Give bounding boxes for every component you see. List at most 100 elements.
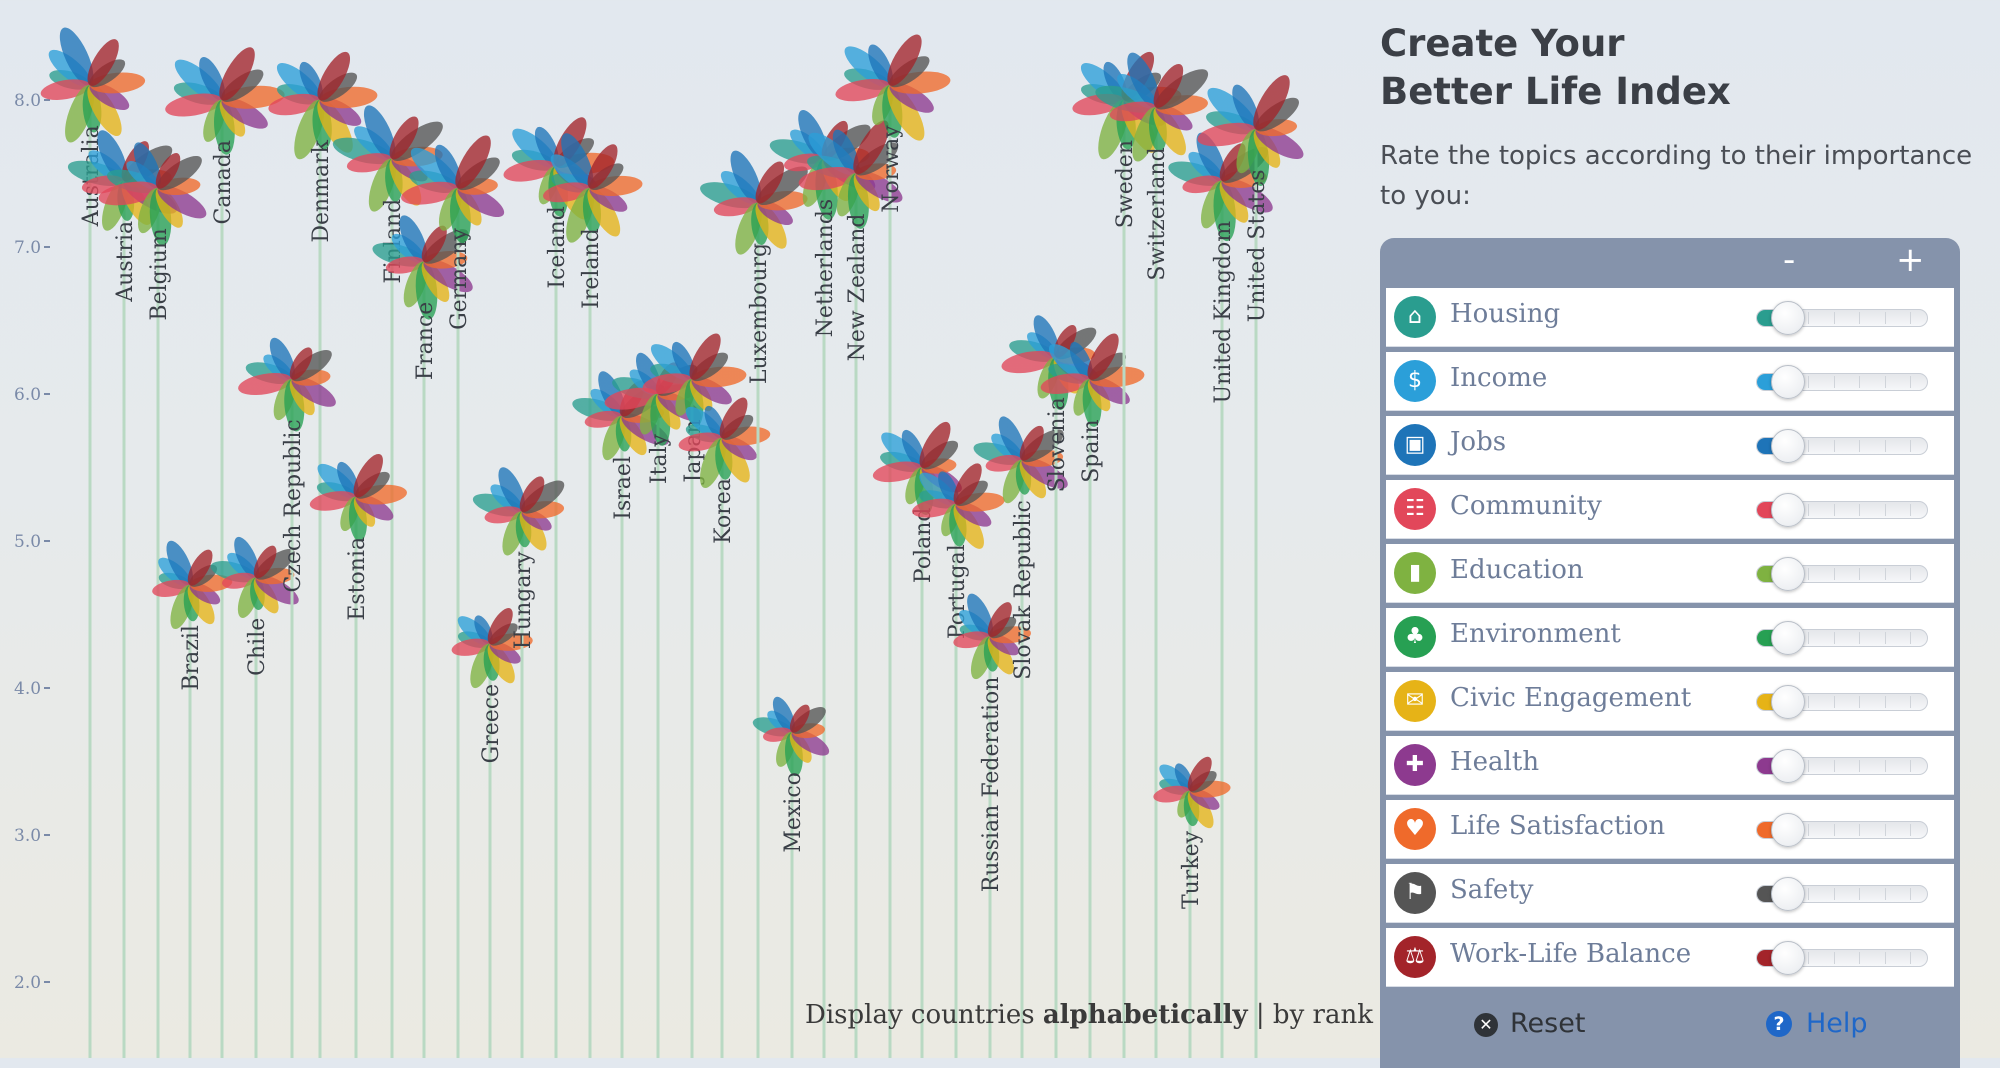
- panel-footer: ✕ Reset ? Help: [1380, 1008, 1960, 1068]
- country-flower[interactable]: Brazil: [151, 537, 233, 1058]
- topic-row: ⌂ Housing: [1386, 288, 1954, 347]
- topic-slider[interactable]: [1756, 621, 1928, 655]
- running-icon: ⚑: [1394, 872, 1436, 914]
- topic-slider[interactable]: [1756, 429, 1928, 463]
- reset-button[interactable]: ✕ Reset: [1474, 1008, 1585, 1039]
- slider-thumb[interactable]: [1771, 493, 1805, 527]
- country-label: New Zealand: [845, 214, 870, 362]
- heart-icon: ♥: [1394, 808, 1436, 850]
- flower-petal: [238, 373, 293, 396]
- country-label: Iceland: [545, 206, 570, 288]
- slider-thumb[interactable]: [1771, 621, 1805, 655]
- flower-petal: [401, 181, 459, 205]
- panel-header: - +: [1380, 238, 1960, 288]
- country-flower[interactable]: New Zealand: [797, 116, 907, 1058]
- slider-thumb[interactable]: [1771, 557, 1805, 591]
- topic-slider[interactable]: [1756, 749, 1928, 783]
- display-order-toggle: Display countries alphabetically | by ra…: [805, 1000, 1373, 1030]
- flower-petals: [678, 397, 771, 489]
- flower-petal: [487, 607, 513, 645]
- country-flower[interactable]: Germany: [399, 131, 508, 1058]
- flower-petal: [987, 602, 1012, 638]
- flower-petal: [289, 347, 313, 380]
- country-flower[interactable]: Switzerland: [1093, 48, 1214, 1058]
- topic-slider[interactable]: [1756, 877, 1928, 911]
- flower-petals: [152, 540, 233, 630]
- topic-slider[interactable]: [1756, 493, 1928, 527]
- country-flower[interactable]: France: [370, 212, 477, 1058]
- better-life-chart[interactable]: 8.0 7.0 6.0 5.0 4.0 3.0 2.0 AustraliaAustria Be…: [0, 0, 1360, 1058]
- display-alphabetical-option[interactable]: alphabetically: [1042, 1000, 1248, 1030]
- country-flower[interactable]: Czech Republic: [236, 334, 340, 1058]
- slider-thumb[interactable]: [1771, 429, 1805, 463]
- flower-petal: [1232, 84, 1260, 130]
- flower-petal: [199, 57, 225, 101]
- country-flower[interactable]: Estonia: [308, 450, 408, 1058]
- slider-thumb[interactable]: [1771, 813, 1805, 847]
- country-flower[interactable]: Spain: [1039, 329, 1145, 1058]
- flower-petal: [498, 467, 526, 512]
- flower-petal: [309, 491, 357, 511]
- country-label: Israel: [611, 456, 636, 520]
- flower-petal: [269, 337, 295, 380]
- country-label: Italy: [647, 433, 672, 484]
- slider-thumb[interactable]: [1771, 365, 1805, 399]
- topic-label: Health: [1450, 747, 1540, 777]
- country-flower[interactable]: Mexico: [751, 694, 833, 1058]
- country-flower[interactable]: Finland: [330, 101, 448, 1058]
- flower-petals: [872, 421, 962, 515]
- flower-petal: [704, 405, 725, 439]
- slider-thumb[interactable]: [1771, 941, 1805, 975]
- topic-slider[interactable]: [1756, 365, 1928, 399]
- country-flower[interactable]: Portugal: [911, 459, 1006, 1058]
- flower-petals: [1095, 52, 1209, 162]
- country-flower[interactable]: United States: [1196, 70, 1308, 1058]
- topic-row: ⚑ Safety: [1386, 864, 1954, 923]
- country-flower[interactable]: Denmark: [267, 47, 378, 1058]
- flower-petal: [519, 476, 545, 513]
- country-flower[interactable]: Chile: [209, 534, 303, 1058]
- country-flower[interactable]: Korea: [677, 394, 771, 1058]
- country-flower[interactable]: Norway: [834, 30, 952, 1058]
- country-flower[interactable]: Slovak Republic: [971, 413, 1072, 1058]
- topic-slider[interactable]: [1756, 813, 1928, 847]
- flower-petals: [210, 536, 299, 619]
- flower-petal: [919, 421, 951, 469]
- country-flower[interactable]: Luxembourg: [697, 147, 813, 1058]
- flower-petal: [363, 105, 396, 160]
- slider-thumb[interactable]: [1771, 877, 1805, 911]
- flower-petal: [912, 498, 957, 518]
- country-flower[interactable]: Belgium: [97, 139, 211, 1058]
- slider-thumb[interactable]: [1771, 749, 1805, 783]
- flower-petal: [421, 225, 447, 263]
- help-label: Help: [1806, 1008, 1868, 1039]
- country-label: Poland: [911, 508, 936, 584]
- country-label: Korea: [711, 478, 736, 544]
- topic-slider[interactable]: [1756, 941, 1928, 975]
- country-flower[interactable]: Hungary: [471, 464, 570, 1058]
- country-flower[interactable]: Ireland: [542, 129, 644, 1058]
- ballot-icon: ✉: [1394, 680, 1436, 722]
- help-button[interactable]: ? Help: [1766, 1008, 1868, 1039]
- flower-petal: [789, 704, 810, 733]
- slider-thumb[interactable]: [1771, 301, 1805, 335]
- country-flower[interactable]: Russian Federation: [952, 590, 1032, 1058]
- country-label: Austria: [113, 221, 138, 303]
- slider-thumb[interactable]: [1771, 685, 1805, 719]
- country-flower[interactable]: Australia: [39, 23, 146, 1058]
- topic-slider[interactable]: [1756, 685, 1928, 719]
- topic-slider[interactable]: [1756, 301, 1928, 335]
- tree-icon: ♣: [1394, 616, 1436, 658]
- country-label: Netherlands: [813, 199, 838, 338]
- country-label: Russian Federation: [979, 677, 1004, 893]
- topic-label: Housing: [1450, 299, 1561, 329]
- display-separator: |: [1255, 1000, 1265, 1030]
- country-flower[interactable]: Poland: [871, 418, 966, 1058]
- flower-petal: [887, 84, 925, 141]
- topic-slider[interactable]: [1756, 557, 1928, 591]
- display-rank-option[interactable]: by rank: [1272, 1000, 1373, 1030]
- country-flower[interactable]: Turkey: [1152, 753, 1231, 1058]
- flower-petals: [372, 215, 473, 320]
- flower-petal: [719, 397, 748, 439]
- topic-row: ✉ Civic Engagement: [1386, 672, 1954, 731]
